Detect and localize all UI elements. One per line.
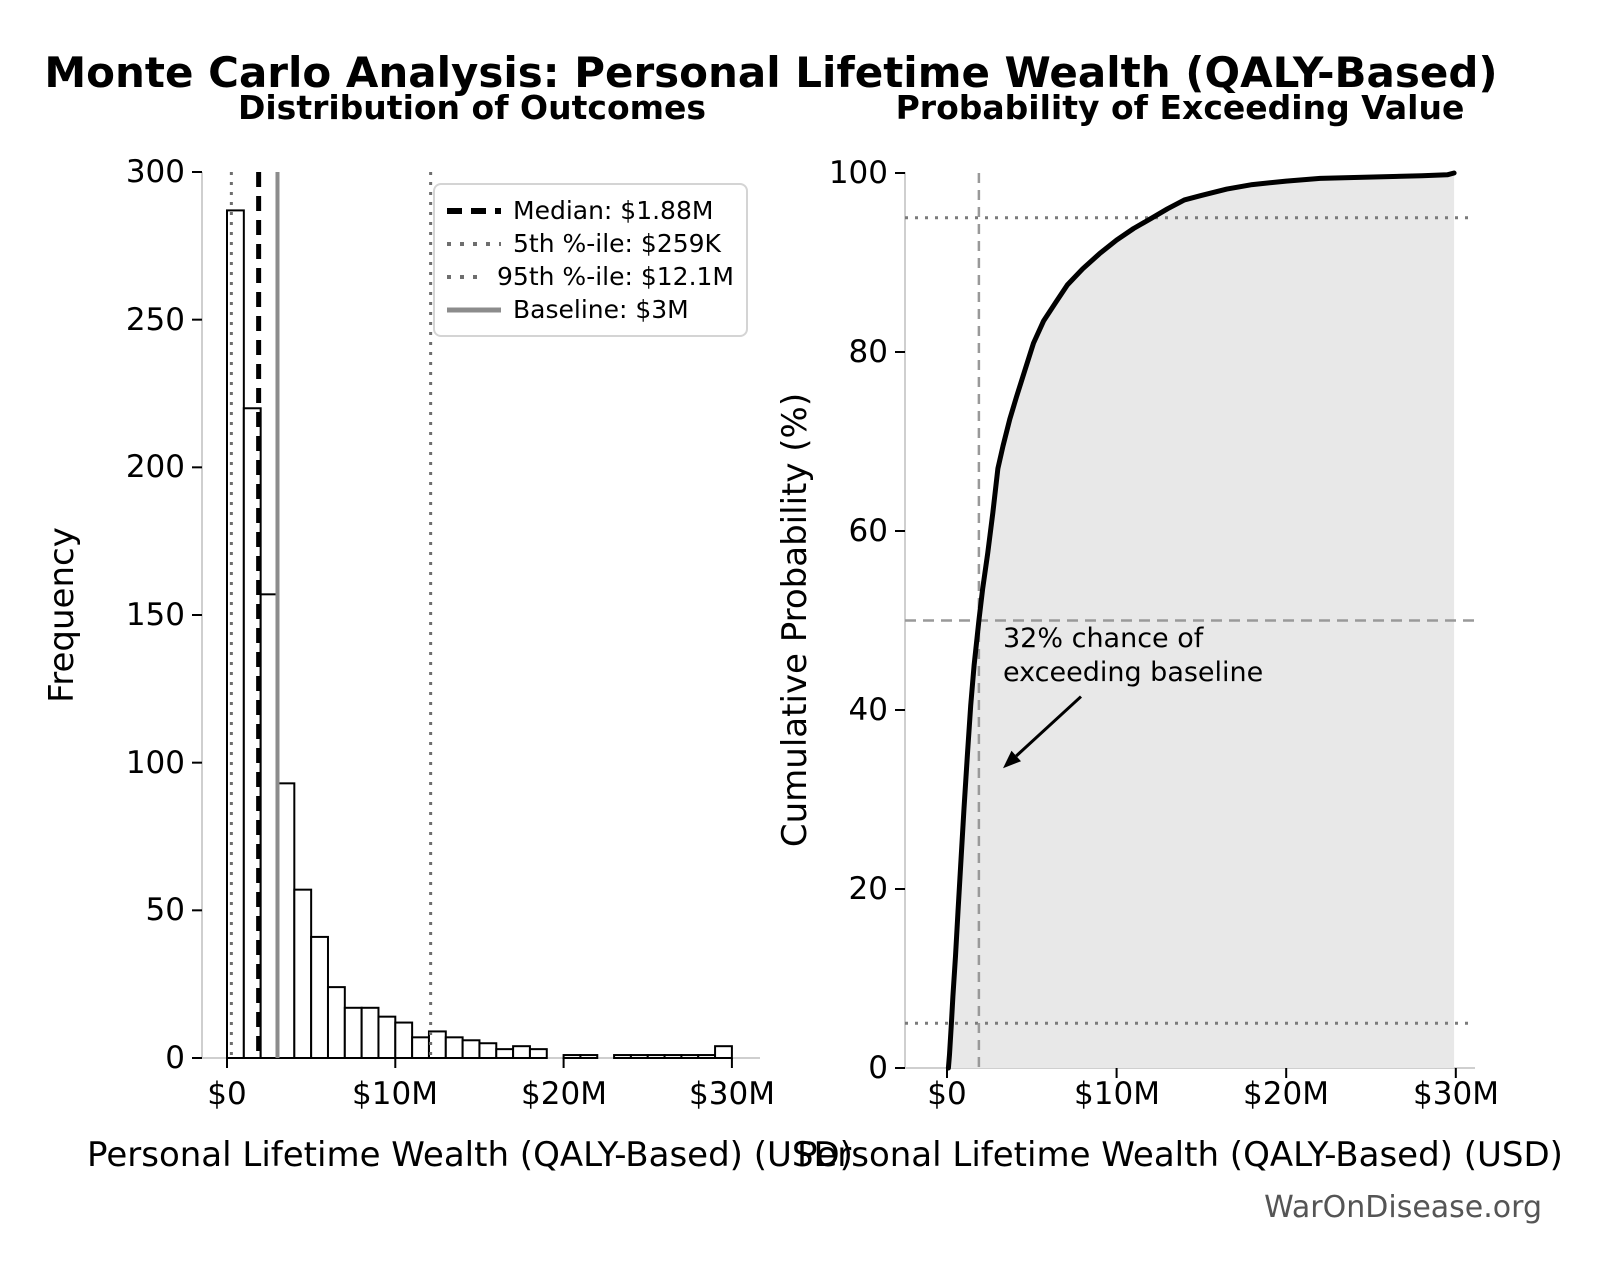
histogram-bar [377, 1015, 397, 1059]
annotation-arrow-head [1003, 750, 1021, 769]
legend: Median: $1.88M 5th %-ile: $259K 95th %-i… [433, 183, 748, 337]
histogram-bar [293, 888, 313, 1059]
cdf-curve [945, 170, 1457, 1071]
annotation-arrow-line [1015, 695, 1082, 758]
histogram-bar [226, 209, 245, 1060]
legend-label: 5th %-ile: $259K [513, 229, 721, 258]
right-y-tick-label: 60 [848, 513, 888, 549]
legend-item: 5th %-ile: $259K [447, 227, 734, 260]
percentile5-line-sample [447, 241, 501, 246]
histogram-bar [697, 1054, 717, 1059]
right-y-tick-label: 20 [848, 871, 888, 907]
right-y-tick-label: 40 [848, 692, 888, 728]
histogram-bar [343, 1006, 363, 1059]
left-x-tick-label: $20M [521, 1076, 607, 1112]
legend-label: 95th %-ile: $12.1M [497, 262, 734, 291]
right-x-tick-label: $20M [1243, 1076, 1329, 1112]
right-y-tick-label: 0 [868, 1050, 888, 1086]
left-y-tick-label: 150 [125, 597, 185, 633]
left-x-tick-label: $0 [207, 1076, 247, 1112]
histogram-bar [579, 1054, 599, 1059]
baseline-line-sample [447, 307, 501, 312]
histogram-bar [562, 1054, 582, 1059]
watermark: WarOnDisease.org [1264, 1190, 1542, 1225]
right-x-tick-label: $10M [1074, 1076, 1160, 1112]
histogram-bar [326, 986, 346, 1059]
histogram-bar [360, 1006, 380, 1059]
right-chart-title: Probability of Exceeding Value [895, 88, 1465, 127]
right-x-axis-label: Personal Lifetime Wealth (QALY-Based) (U… [797, 1135, 1563, 1175]
histogram-bar [613, 1054, 632, 1059]
median-line-sample [447, 207, 501, 214]
histogram-bar [714, 1045, 733, 1059]
histogram-bar [276, 782, 296, 1060]
left-y-axis-label: Frequency [42, 527, 82, 703]
legend-item: 95th %-ile: $12.1M [447, 260, 734, 293]
right-x-tick-label: $0 [927, 1076, 967, 1112]
annotation-text: 32% chance of exceeding baseline [1003, 623, 1264, 688]
left-y-tick-label: 200 [125, 449, 185, 485]
right-x-tick-label: $30M [1413, 1076, 1499, 1112]
right-y-tick-label: 80 [848, 334, 888, 370]
left-y-tick-label: 250 [125, 302, 185, 338]
histogram-bar [629, 1054, 649, 1059]
left-x-tick-label: $10M [352, 1076, 438, 1112]
percentile95-line-sample [447, 274, 486, 279]
left-y-tick-label: 50 [145, 892, 185, 928]
histogram-bar [259, 593, 279, 1059]
histogram-bar [646, 1054, 666, 1059]
left-x-tick-label: $30M [689, 1076, 775, 1112]
histogram-bar [528, 1048, 548, 1060]
legend-item: Median: $1.88M [447, 194, 734, 227]
histogram-bar [663, 1054, 683, 1059]
histogram-bar [478, 1042, 498, 1059]
right-y-tick-label: 100 [828, 155, 888, 191]
histogram-bar [310, 935, 329, 1059]
legend-label: Median: $1.88M [513, 196, 714, 225]
legend-item: Baseline: $3M [447, 293, 734, 326]
histogram-bar [394, 1021, 414, 1059]
right-y-axis-label: Cumulative Probability (%) [775, 392, 815, 848]
histogram-bar [512, 1045, 531, 1059]
left-y-tick-label: 0 [165, 1040, 185, 1076]
left-y-tick-label: 300 [125, 154, 185, 190]
page-title: Monte Carlo Analysis: Personal Lifetime … [44, 48, 1498, 97]
legend-label: Baseline: $3M [513, 295, 689, 324]
histogram-bar [495, 1048, 515, 1060]
left-y-tick-label: 100 [125, 745, 185, 781]
left-x-axis-label: Personal Lifetime Wealth (QALY-Based) (U… [87, 1135, 853, 1175]
histogram-bar [461, 1039, 481, 1060]
left-chart-title: Distribution of Outcomes [237, 88, 707, 127]
histogram-bar [444, 1036, 464, 1059]
histogram-bar [680, 1054, 700, 1059]
histogram-bar [411, 1036, 430, 1059]
